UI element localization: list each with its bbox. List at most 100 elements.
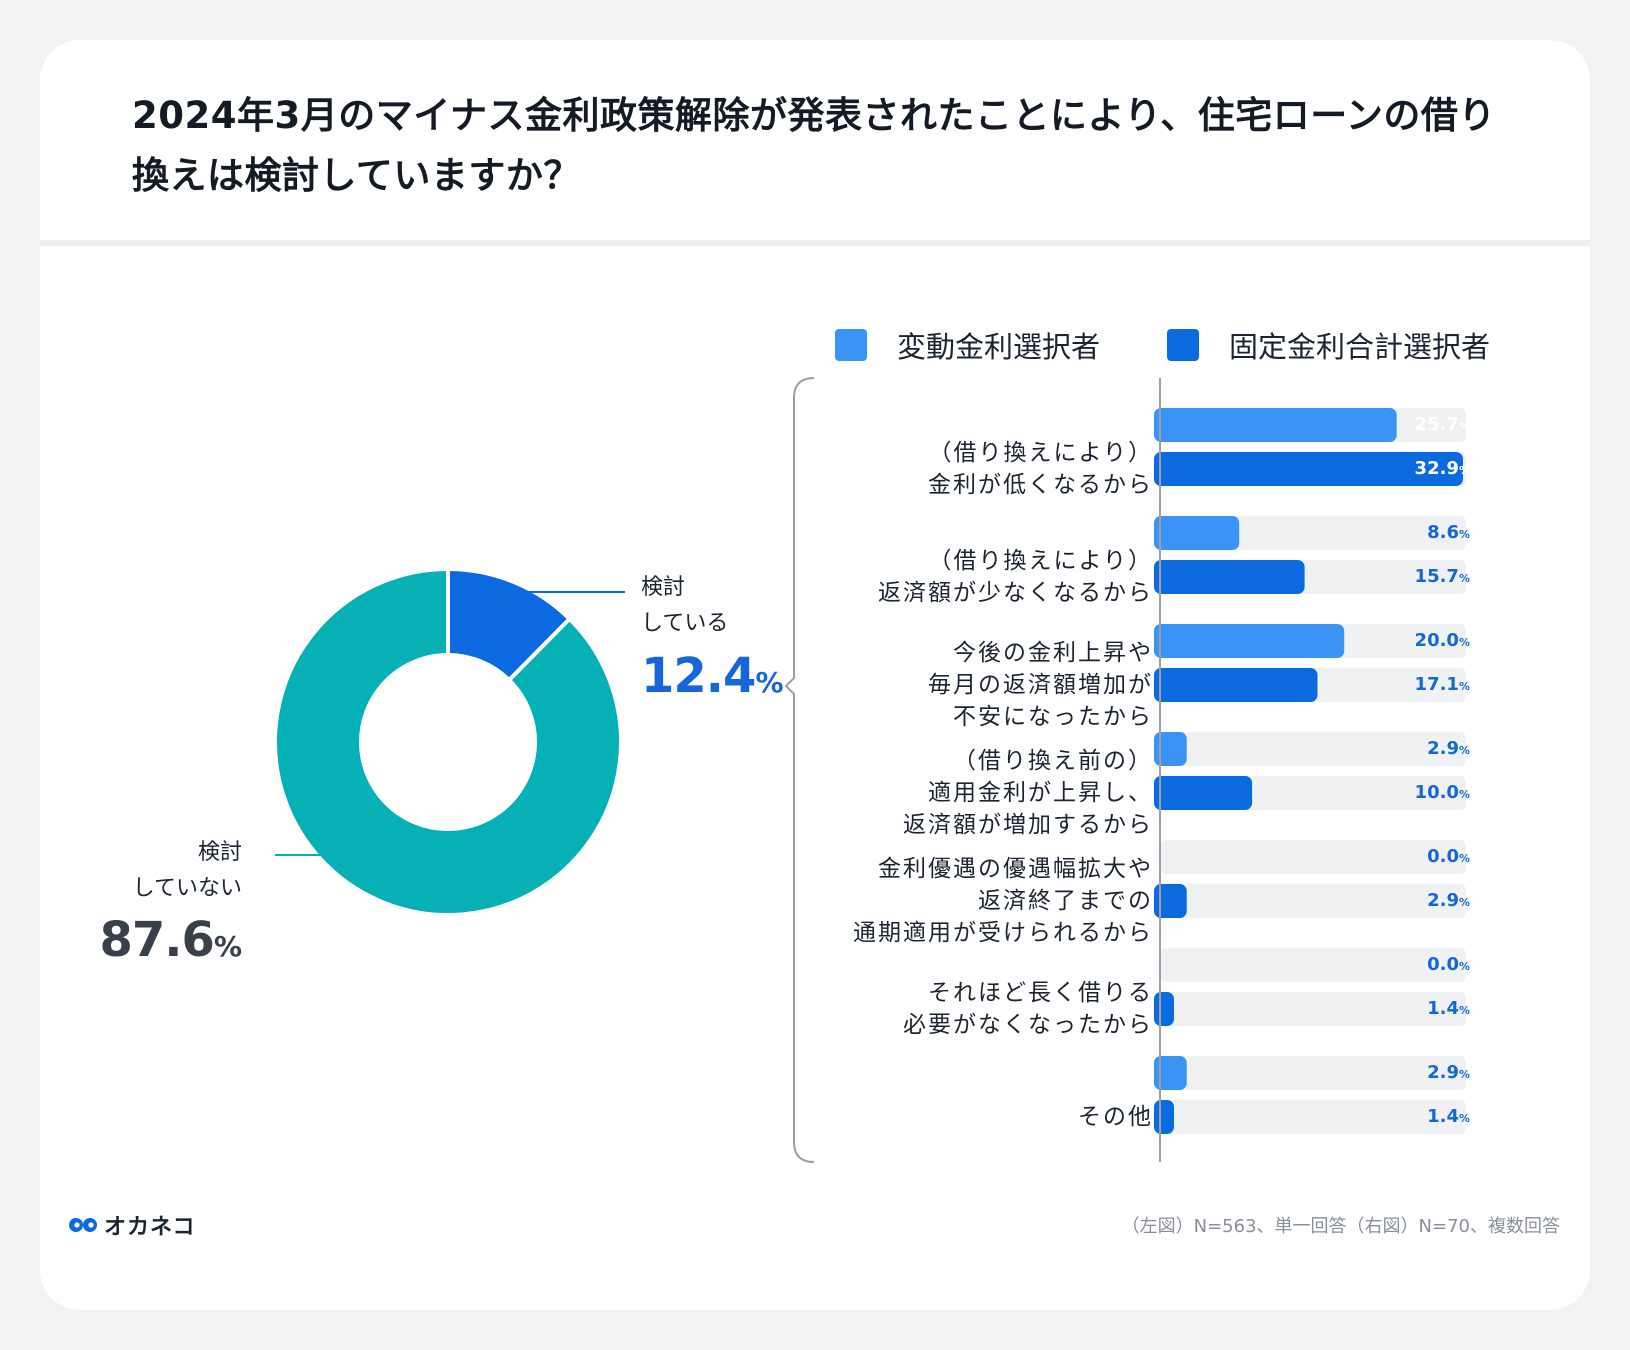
bar-value-number: 0.0 bbox=[1427, 954, 1459, 975]
bar-value-unit: % bbox=[1458, 420, 1470, 433]
bar-value-label: 20.0% bbox=[1415, 624, 1470, 658]
bar-value-label: 17.1% bbox=[1415, 668, 1470, 702]
category-label-line: （借り換えにより） bbox=[928, 548, 1153, 574]
bar-variable bbox=[1154, 408, 1397, 442]
bar-variable bbox=[1154, 624, 1345, 658]
bar-value-label: 2.9% bbox=[1427, 1056, 1470, 1090]
bar-fixed bbox=[1154, 884, 1187, 918]
bar-value-unit: % bbox=[1458, 528, 1470, 541]
bar-value-label: 0.0% bbox=[1427, 840, 1470, 874]
bar-fixed bbox=[1154, 668, 1318, 702]
bar-value-label: 1.4% bbox=[1427, 1100, 1470, 1134]
legend-swatch-fixed bbox=[1167, 329, 1199, 361]
title-separator bbox=[40, 240, 1590, 246]
category-label: 今後の金利上昇や毎月の返済額増加が不安になったから bbox=[928, 637, 1153, 733]
pie-label-considering: 検討 している bbox=[641, 570, 728, 642]
category-label-line: 今後の金利上昇や bbox=[953, 640, 1153, 666]
bar-value-unit: % bbox=[1458, 788, 1470, 801]
pie-label-not-considering: 検討 していない bbox=[133, 835, 242, 907]
bar-value-unit: % bbox=[1458, 1112, 1470, 1125]
chart-card: 2024年3月のマイナス金利政策解除が発表されたことにより、住宅ローンの借り換え… bbox=[40, 40, 1590, 1310]
bar-value-label: 8.6% bbox=[1427, 516, 1470, 550]
bar-value-unit: % bbox=[1458, 744, 1470, 757]
bar-value-unit: % bbox=[1458, 1068, 1470, 1081]
bar-value-number: 0.0 bbox=[1427, 846, 1459, 867]
bar-value-label: 0.0% bbox=[1427, 948, 1470, 982]
category-label: 金利優遇の優遇幅拡大や返済終了までの通期適用が受けられるから bbox=[853, 853, 1153, 949]
category-label-line: 不安になったから bbox=[953, 704, 1153, 730]
bar-value-number: 8.6 bbox=[1427, 522, 1459, 543]
bar-track bbox=[1160, 840, 1466, 874]
bar-track bbox=[1160, 1056, 1466, 1090]
legend-item-fixed: 固定金利合計選択者 bbox=[1167, 325, 1490, 365]
bar-fixed bbox=[1154, 1100, 1174, 1134]
category-label-line: （借り換えにより） bbox=[928, 440, 1153, 466]
bar-value-number: 1.4 bbox=[1427, 998, 1459, 1019]
bar-track bbox=[1160, 732, 1466, 766]
legend-swatch-variable bbox=[835, 329, 867, 361]
bar-variable bbox=[1154, 516, 1240, 550]
category-label-line: 返済終了までの bbox=[978, 888, 1153, 914]
bar-variable bbox=[1154, 1056, 1187, 1090]
pie-percent-considering-value: 12.4 bbox=[641, 648, 756, 704]
bar-track bbox=[1160, 948, 1466, 982]
bar-fixed bbox=[1154, 560, 1305, 594]
bar-value-number: 2.9 bbox=[1427, 738, 1459, 759]
pie-label-not-considering-line1: 検討 bbox=[197, 840, 242, 865]
bar-value-number: 15.7 bbox=[1414, 566, 1459, 587]
bar-fixed bbox=[1154, 452, 1463, 486]
pie-label-not-considering-line2: していない bbox=[132, 876, 242, 901]
bar-track bbox=[1160, 1100, 1466, 1134]
bar-track bbox=[1160, 992, 1466, 1026]
bar-value-label: 32.9% bbox=[1415, 452, 1470, 486]
bar-value-unit: % bbox=[1458, 896, 1470, 909]
bar-value-number: 17.1 bbox=[1414, 674, 1459, 695]
bar-fixed bbox=[1154, 776, 1253, 810]
category-label: その他 bbox=[1078, 1101, 1153, 1133]
bar-value-unit: % bbox=[1458, 1004, 1470, 1017]
category-label-line: 必要がなくなったから bbox=[903, 1012, 1153, 1038]
bar-value-label: 2.9% bbox=[1427, 732, 1470, 766]
category-label: それほど長く借りる必要がなくなったから bbox=[903, 977, 1153, 1041]
bar-variable bbox=[1154, 732, 1187, 766]
category-label-line: 毎月の返済額増加が bbox=[928, 672, 1153, 698]
bar-track bbox=[1160, 884, 1466, 918]
title-area: 2024年3月のマイナス金利政策解除が発表されたことにより、住宅ローンの借り換え… bbox=[40, 40, 1590, 240]
category-label-line: 金利が低くなるから bbox=[928, 472, 1153, 498]
bar-value-unit: % bbox=[1458, 636, 1470, 649]
bar-value-label: 10.0% bbox=[1415, 776, 1470, 810]
pie-label-considering-line1: 検討 bbox=[641, 575, 686, 600]
category-label-line: 返済額が少なくなるから bbox=[878, 580, 1153, 606]
pie-percent-not-considering-unit: % bbox=[213, 930, 242, 963]
category-label-line: それほど長く借りる bbox=[928, 980, 1153, 1006]
bar-value-unit: % bbox=[1458, 852, 1470, 865]
category-label-line: （借り換え前の） bbox=[953, 748, 1153, 774]
pie-label-considering-line2: している bbox=[641, 611, 729, 636]
bracket bbox=[784, 377, 815, 1163]
footnote: （左図）N=563、単一回答（右図）N=70、複数回答 bbox=[1121, 1216, 1560, 1237]
bar-value-number: 32.9 bbox=[1414, 458, 1459, 479]
bar-value-unit: % bbox=[1458, 464, 1470, 477]
category-label-line: 金利優遇の優遇幅拡大や bbox=[878, 856, 1153, 882]
pie-percent-considering: 12.4% bbox=[641, 648, 784, 704]
category-label-line: 適用金利が上昇し、 bbox=[928, 780, 1153, 806]
bar-value-number: 20.0 bbox=[1414, 630, 1459, 651]
bar-value-unit: % bbox=[1458, 680, 1470, 693]
brand-name: オカネコ bbox=[104, 1215, 196, 1240]
bar-value-number: 1.4 bbox=[1427, 1106, 1459, 1127]
category-label-line: 通期適用が受けられるから bbox=[853, 920, 1153, 946]
bar-value-number: 25.7 bbox=[1414, 414, 1459, 435]
category-label: （借り換えにより） 返済額が少なくなるから bbox=[878, 545, 1153, 609]
brand-logo: オカネコ bbox=[68, 1210, 196, 1240]
bar-value-number: 2.9 bbox=[1427, 1062, 1459, 1083]
legend-label-fixed: 固定金利合計選択者 bbox=[1229, 330, 1491, 364]
chart-graphics bbox=[273, 377, 1466, 1163]
legend-label-variable: 変動金利選択者 bbox=[897, 330, 1101, 364]
pie-percent-not-considering-value: 87.6 bbox=[99, 912, 215, 968]
pie-percent-not-considering: 87.6% bbox=[100, 912, 243, 968]
category-label: （借り換え前の） 適用金利が上昇し、返済額が増加するから bbox=[903, 745, 1153, 841]
brand-mark-icon bbox=[69, 1218, 97, 1232]
bar-value-unit: % bbox=[1458, 572, 1470, 585]
chart-title: 2024年3月のマイナス金利政策解除が発表されたことにより、住宅ローンの借り換え… bbox=[132, 94, 1496, 197]
category-label-line: 返済額が増加するから bbox=[903, 812, 1153, 838]
